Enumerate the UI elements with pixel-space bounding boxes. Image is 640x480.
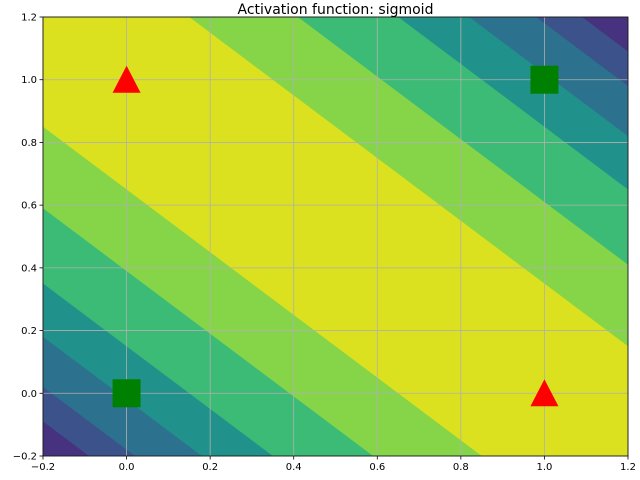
- y-tick-label: 1.2: [21, 13, 37, 24]
- y-tick-label: 0.2: [21, 326, 37, 337]
- square-marker: [112, 379, 141, 408]
- x-tick-label: 0.6: [369, 462, 385, 473]
- plot-frame: [42, 16, 629, 457]
- y-tick-label: 0.0: [21, 389, 37, 400]
- x-tick-label: 0.8: [453, 462, 469, 473]
- x-tick-label: 0.0: [119, 462, 135, 473]
- y-tick-label: 0.4: [21, 263, 37, 274]
- y-tick-label: 0.8: [21, 138, 37, 149]
- points: [112, 65, 559, 408]
- square-marker: [530, 65, 559, 94]
- triangle-marker: [112, 65, 141, 93]
- y-tick-label: 1.0: [21, 75, 37, 86]
- triangle-marker: [530, 379, 559, 407]
- y-tick-label: −0.2: [13, 452, 37, 463]
- chart-title: Activation function: sigmoid: [238, 2, 434, 18]
- x-tick-label: 0.4: [286, 462, 302, 473]
- x-tick-label: 0.2: [202, 462, 218, 473]
- x-tick-label: −0.2: [31, 462, 55, 473]
- y-tick-label: 0.6: [21, 201, 37, 212]
- x-tick-label: 1.0: [536, 462, 552, 473]
- x-tick-label: 1.2: [620, 462, 636, 473]
